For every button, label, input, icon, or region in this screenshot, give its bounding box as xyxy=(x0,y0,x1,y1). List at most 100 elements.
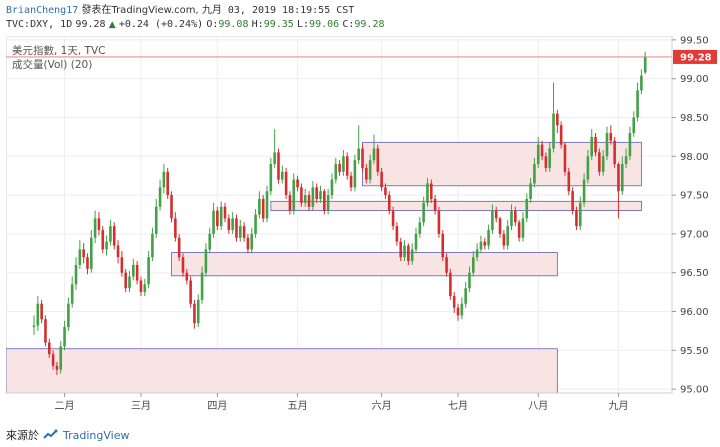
candle-body xyxy=(345,156,349,176)
candle-body xyxy=(63,327,66,347)
time-tick-label: 九月 xyxy=(608,400,628,412)
price-tick-label: 96.50 xyxy=(680,268,709,279)
candle-body xyxy=(441,233,445,258)
candle-body xyxy=(426,183,429,203)
candle-body xyxy=(112,226,116,246)
candle-body xyxy=(97,218,101,231)
chart-legend: 美元指數, 1天, TVC 成交量(Vol) (20) xyxy=(12,44,105,72)
candle-body xyxy=(361,148,364,168)
candle-body xyxy=(170,195,173,219)
candle-body xyxy=(632,117,636,134)
candle-body xyxy=(323,191,326,211)
candle-body xyxy=(548,148,551,168)
price-chart[interactable]: 95.00 95.50 96.00 96.50 97.00 97.50 98.00 98.50… xyxy=(5,35,718,424)
candle-body xyxy=(506,226,509,246)
candle-body xyxy=(429,183,433,199)
candle-body xyxy=(643,56,647,73)
price-tick-label: 96.00 xyxy=(680,307,709,318)
candle-body xyxy=(357,148,360,161)
candle-body xyxy=(617,164,620,192)
zone-rect xyxy=(270,200,642,212)
candle-body xyxy=(521,218,525,238)
time-axis[interactable]: 二月 三月 四月 五月 六月 七月 八月 九月 xyxy=(6,392,672,412)
candle-body xyxy=(246,237,250,250)
candle-body xyxy=(483,241,487,246)
time-tick-label: 六月 xyxy=(372,400,392,412)
candle-body xyxy=(303,195,307,203)
candle-body xyxy=(277,152,280,180)
candle-body xyxy=(242,226,246,238)
candle-body xyxy=(491,210,494,231)
candle-body xyxy=(571,191,574,211)
candle-body xyxy=(598,152,601,172)
price-tick-label: 98.00 xyxy=(680,152,709,163)
candle-body xyxy=(90,237,93,269)
candle-body xyxy=(135,264,139,281)
high-value: 99.35 xyxy=(263,19,294,30)
price-tick-label: 99.50 xyxy=(680,36,709,46)
candle-body xyxy=(82,249,85,258)
candle-body xyxy=(250,233,254,250)
candle-body xyxy=(502,233,506,246)
candle-body xyxy=(472,257,475,273)
candle-body xyxy=(544,156,548,168)
time-tick-label: 七月 xyxy=(448,400,468,412)
candle-body xyxy=(254,214,257,234)
candle-body xyxy=(460,303,464,316)
candle-body xyxy=(273,152,276,165)
candle-body xyxy=(284,171,288,196)
candle-body xyxy=(326,195,330,211)
footer-brand[interactable]: TradingView xyxy=(63,428,130,442)
candle-body xyxy=(185,272,189,281)
candle-body xyxy=(365,167,368,180)
author-link[interactable]: BrianCheng17 xyxy=(6,5,79,16)
candle-body xyxy=(533,164,536,184)
candle-body xyxy=(464,288,467,304)
candle-body xyxy=(605,133,609,157)
candle-body xyxy=(204,249,208,273)
candle-body xyxy=(67,303,70,328)
candle-body xyxy=(158,187,162,207)
candle-body xyxy=(342,156,345,172)
candle-body xyxy=(219,206,223,227)
candle-body xyxy=(47,342,51,355)
candle-body xyxy=(613,140,616,165)
candle-body xyxy=(567,171,571,192)
candle-body xyxy=(196,299,200,324)
candle-body xyxy=(124,272,127,289)
candle-body xyxy=(177,237,181,258)
candle-body xyxy=(70,284,74,304)
legend-volume-line: 成交量(Vol) (20) xyxy=(12,59,93,71)
candle-body xyxy=(586,156,590,180)
candle-body xyxy=(487,230,490,246)
time-tick-label: 二月 xyxy=(55,400,75,412)
candle-body xyxy=(120,257,124,273)
candle-body xyxy=(212,210,215,234)
price-tick-label: 97.50 xyxy=(680,191,709,202)
candle-body xyxy=(59,346,63,370)
price-axis[interactable]: 95.00 95.50 96.00 96.50 97.00 97.50 98.00 98.50… xyxy=(671,35,717,396)
candle-body xyxy=(403,245,406,258)
time-tick-label: 三月 xyxy=(131,400,151,412)
time-tick-label: 八月 xyxy=(528,400,548,412)
price-tick-label: 98.50 xyxy=(680,113,709,124)
candle-body xyxy=(380,171,383,188)
chart-area[interactable]: 95.00 95.50 96.00 96.50 97.00 97.50 98.00 98.50… xyxy=(5,35,718,424)
grid-lines xyxy=(5,35,673,394)
candle-body xyxy=(368,160,372,180)
candle-body xyxy=(563,144,567,172)
candle-body xyxy=(227,218,231,231)
plot-frame xyxy=(5,35,673,394)
candle-body xyxy=(93,218,97,238)
candle-body xyxy=(395,226,399,242)
candle-body xyxy=(258,198,261,215)
candle-body xyxy=(143,284,147,293)
candle-body xyxy=(418,222,422,234)
candle-body xyxy=(36,303,40,326)
candle-body xyxy=(575,210,578,227)
candle-body xyxy=(422,202,425,223)
candle-body xyxy=(636,90,639,118)
price-tick-label: 99.00 xyxy=(680,74,709,85)
candle-body xyxy=(300,187,303,203)
last-price-tag xyxy=(673,49,717,64)
